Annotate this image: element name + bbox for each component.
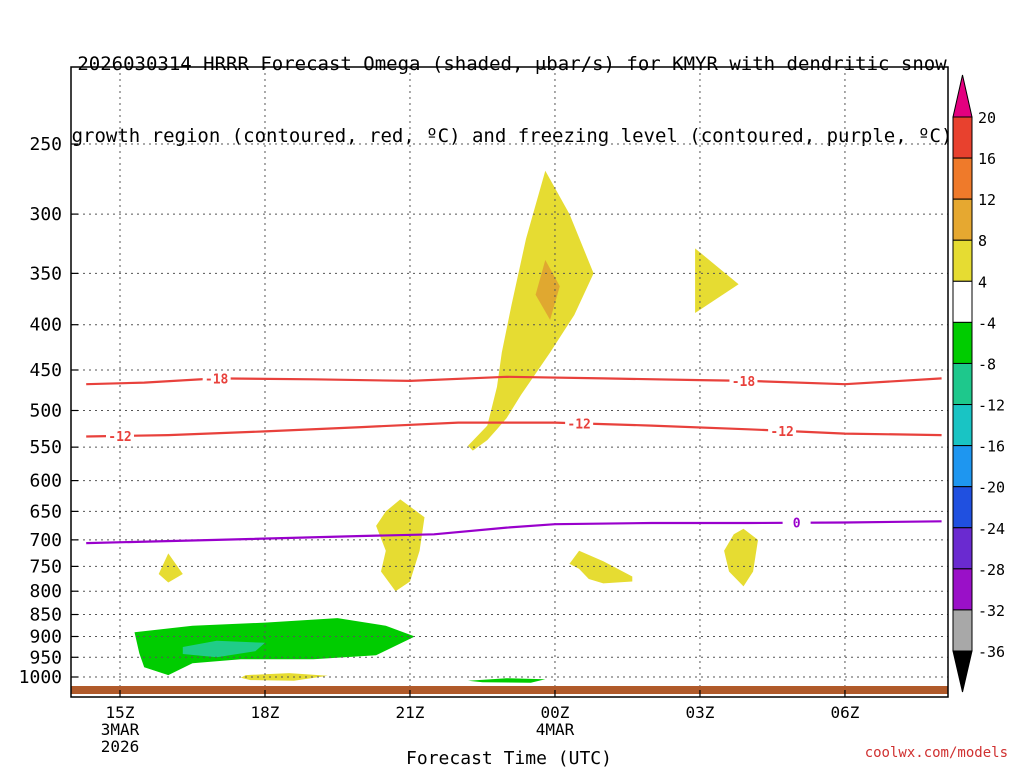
colorbar-segment [952,157,973,200]
plot-frame [70,66,949,698]
colorbar-segment [952,609,973,652]
omega-region-10 [468,678,546,683]
colorbar-label: -8 [978,355,996,373]
colorbar-segment [952,116,973,159]
colorbar-top-triangle [952,74,973,118]
y-tick-label: 650 [29,501,62,522]
y-tick-label: 800 [29,581,62,602]
title-line-1: 2026030314 HRRR Forecast Omega (shaded, … [77,53,947,75]
y-tick-label: 850 [29,605,62,626]
colorbar-label: 4 [978,273,987,291]
colorbar-segment [952,445,973,488]
chart-title: 2026030314 HRRR Forecast Omega (shaded, … [0,4,1024,172]
omega-region-4 [569,550,633,584]
y-tick-label: 700 [29,530,62,551]
omega-region-8 [134,618,415,676]
contour-label-bg [202,371,231,386]
contour-label-bg [768,423,797,438]
colorbar-segment [952,321,973,364]
colorbar-label: -36 [978,643,1005,661]
x-tick-label: 18Z [251,703,280,722]
contour-label: -18 [732,375,756,390]
x-axis-label: Forecast Time (UTC) [406,748,612,768]
x-tick-label: 00Z [541,703,570,722]
x-tick-label: 3MAR [101,720,140,739]
contour-label: 0 [793,517,801,532]
omega-region-0 [468,170,594,451]
omega-region-1 [535,260,560,320]
y-tick-label: 550 [29,437,62,458]
colorbar-label: -32 [978,602,1005,620]
colorbar-label: -20 [978,479,1005,497]
contour-label: -12 [108,430,131,445]
contour-lines: -18 -18 -12 -12 -12 0 [86,371,942,545]
ground-strip [71,686,948,694]
contour-label-bg [729,373,758,388]
colorbar-segment [952,239,973,282]
contour-line-1 [86,421,942,438]
omega-region-6 [158,553,183,583]
y-axis: 2503003504004505005506006507007508008509… [19,134,78,688]
colorbar-label: -4 [978,314,996,332]
colorbar-segment [952,280,973,323]
y-tick-label: 750 [29,556,62,577]
title-line-2: growth region (contoured, red, ºC) and f… [71,125,953,147]
colorbar: 20 16 12 8 4 -4 -8 -12 -16 -20 -24 -28 -32 -36 [952,74,1005,693]
colorbar-segment [952,362,973,406]
omega-shading [134,170,758,683]
contour-label: -12 [567,417,590,432]
y-tick-label: 300 [29,204,62,225]
contour-label-bg [782,515,811,530]
colorbar-segment [952,568,973,611]
grid-lines [71,67,948,697]
omega-region-9 [182,640,265,658]
contour-label: -18 [205,372,229,387]
y-tick-label: 400 [29,315,62,336]
x-tick-label: 4MAR [536,720,575,739]
omega-region-3 [376,499,425,592]
omega-region-5 [724,528,758,587]
colorbar-label: -28 [978,561,1005,579]
colorbar-label: -12 [978,397,1005,415]
x-tick-label: 03Z [686,703,715,722]
contour-label: -12 [770,425,793,440]
colorbar-label: -16 [978,438,1005,456]
colorbar-bottom-triangle [952,650,973,693]
colorbar-segment [952,198,973,241]
y-tick-label: 450 [29,360,62,381]
y-tick-label: 1000 [19,667,62,688]
colorbar-label: 12 [978,191,996,209]
colorbar-label: 20 [978,109,996,127]
x-tick-label: 15Z [106,703,135,722]
colorbar-segment [952,486,973,529]
x-tick-label: 2026 [101,737,140,756]
x-tick-label: 06Z [830,703,859,722]
colorbar-label: -24 [978,520,1005,538]
credit-text: coolwx.com/models [864,745,1008,761]
colorbar-label: 8 [978,232,987,250]
y-tick-label: 500 [29,401,62,422]
contour-line-0 [86,375,942,386]
y-tick-label: 350 [29,263,62,284]
y-tick-label: 900 [29,626,62,647]
colorbar-segment [952,404,973,447]
colorbar-label: 16 [978,150,996,168]
colorbar-segment [952,527,973,570]
x-tick-label: 21Z [396,703,425,722]
y-tick-label: 600 [29,471,62,492]
contour-label-bg [106,428,134,443]
contour-label-bg [565,416,594,431]
omega-region-2 [695,248,739,313]
contour-line-2 [86,520,942,545]
y-tick-label: 950 [29,647,62,668]
y-tick-label: 250 [29,134,62,155]
omega-region-7 [240,673,328,681]
